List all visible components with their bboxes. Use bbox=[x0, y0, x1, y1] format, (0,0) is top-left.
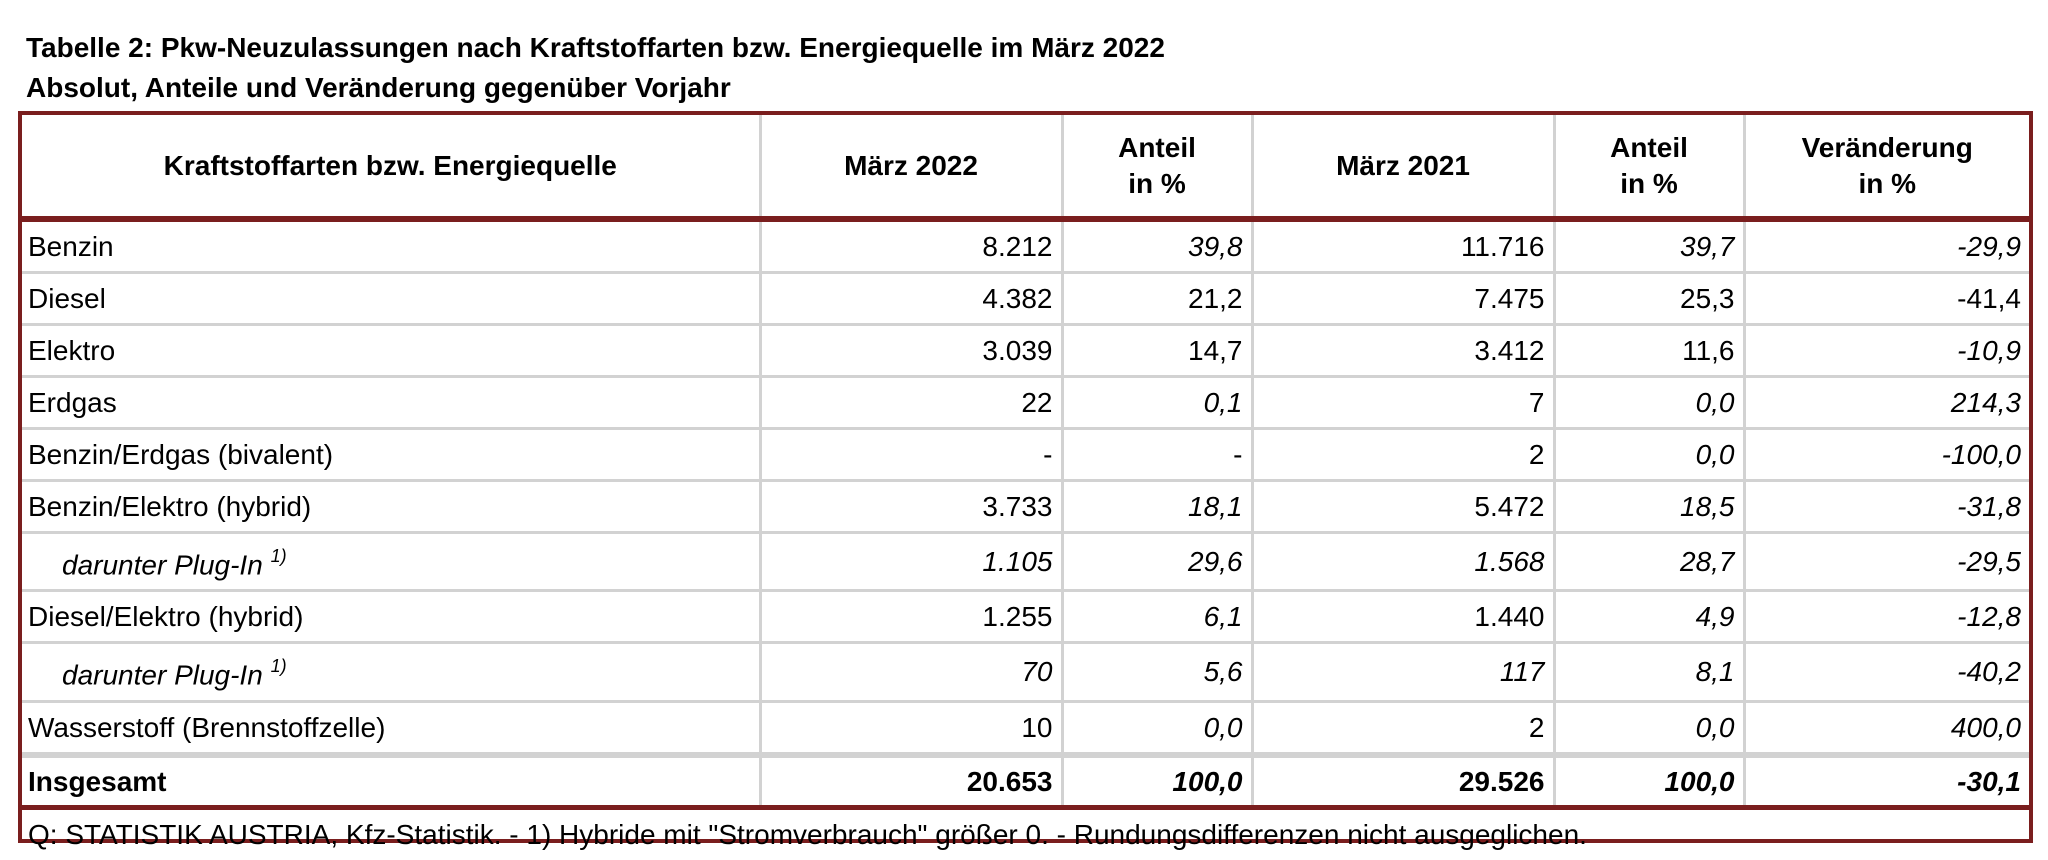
table-row: Benzin/Elektro (hybrid) 3.733 18,1 5.472… bbox=[22, 480, 2029, 534]
cell-share-2022: 0,0 bbox=[1062, 701, 1254, 758]
cell-share-2021: 11,6 bbox=[1554, 324, 1746, 378]
cell-share-2021: 18,5 bbox=[1554, 480, 1746, 534]
cell-share-2021: 8,1 bbox=[1554, 642, 1746, 703]
table-row: darunter Plug-In 1) 1.105 29,6 1.568 28,… bbox=[22, 532, 2029, 593]
table-row: Erdgas 22 0,1 7 0,0 214,3 bbox=[22, 376, 2029, 430]
cell-share-2022: 21,2 bbox=[1062, 272, 1254, 326]
row-label: Diesel bbox=[22, 272, 762, 326]
source-footnote: Q: STATISTIK AUSTRIA, Kfz-Statistik. - 1… bbox=[28, 818, 1587, 850]
header-row: Kraftstoffarten bzw. Energiequelle März … bbox=[22, 115, 2029, 222]
table-caption: Tabelle 2: Pkw-Neuzulassungen nach Kraft… bbox=[26, 28, 1165, 108]
header-change: Veränderung in % bbox=[1744, 115, 2029, 222]
total-march-2021: 29.526 bbox=[1252, 754, 1556, 810]
cell-march-2022: - bbox=[760, 428, 1064, 482]
header-fuel-type: Kraftstoffarten bzw. Energiequelle bbox=[22, 115, 762, 222]
cell-march-2021: 1.568 bbox=[1252, 532, 1556, 593]
footnote-marker: 1) bbox=[270, 656, 287, 677]
cell-change: -10,9 bbox=[1744, 324, 2029, 378]
cell-march-2021: 2 bbox=[1252, 701, 1556, 758]
table-row: Wasserstoff (Brennstoffzelle) 10 0,0 2 0… bbox=[22, 701, 2029, 758]
cell-march-2021: 117 bbox=[1252, 642, 1556, 703]
cell-share-2022: 14,7 bbox=[1062, 324, 1254, 378]
total-share-2021: 100,0 bbox=[1554, 754, 1746, 810]
cell-share-2022: 5,6 bbox=[1062, 642, 1254, 703]
cell-march-2021: 2 bbox=[1252, 428, 1556, 482]
header-march-2022: März 2022 bbox=[760, 115, 1064, 222]
total-march-2022: 20.653 bbox=[760, 754, 1064, 810]
cell-march-2022: 22 bbox=[760, 376, 1064, 430]
row-label: darunter Plug-In 1) bbox=[22, 642, 762, 703]
total-row: Insgesamt 20.653 100,0 29.526 100,0 -30,… bbox=[22, 754, 2029, 810]
cell-share-2021: 39,7 bbox=[1554, 219, 1746, 274]
cell-share-2021: 4,9 bbox=[1554, 590, 1746, 645]
cell-march-2021: 7 bbox=[1252, 376, 1556, 430]
table-subtitle: Absolut, Anteile und Veränderung gegenüb… bbox=[26, 72, 731, 103]
total-change: -30,1 bbox=[1744, 754, 2029, 810]
cell-change: -12,8 bbox=[1744, 590, 2029, 645]
footnote-marker: 1) bbox=[270, 546, 287, 566]
table-row: Benzin 8.212 39,8 11.716 39,7 -29,9 bbox=[22, 219, 2029, 274]
cell-march-2022: 3.733 bbox=[760, 480, 1064, 534]
table-row: Diesel/Elektro (hybrid) 1.255 6,1 1.440 … bbox=[22, 590, 2029, 645]
cell-change: 214,3 bbox=[1744, 376, 2029, 430]
row-label: Benzin bbox=[22, 219, 762, 274]
row-label: Wasserstoff (Brennstoffzelle) bbox=[22, 701, 762, 758]
cell-change: -29,5 bbox=[1744, 532, 2029, 593]
cell-share-2021: 28,7 bbox=[1554, 532, 1746, 593]
cell-march-2021: 3.412 bbox=[1252, 324, 1556, 378]
cell-march-2021: 1.440 bbox=[1252, 590, 1556, 645]
cell-change: -31,8 bbox=[1744, 480, 2029, 534]
header-march-2021: März 2021 bbox=[1252, 115, 1556, 222]
cell-share-2021: 0,0 bbox=[1554, 428, 1746, 482]
cell-share-2022: - bbox=[1062, 428, 1254, 482]
cell-change: -100,0 bbox=[1744, 428, 2029, 482]
table-frame: Kraftstoffarten bzw. Energiequelle März … bbox=[18, 111, 2033, 850]
table-row: darunter Plug-In 1) 70 5,6 117 8,1 -40,2 bbox=[22, 642, 2029, 703]
cell-change: -29,9 bbox=[1744, 219, 2029, 274]
cell-march-2022: 70 bbox=[760, 642, 1064, 703]
cell-share-2021: 0,0 bbox=[1554, 376, 1746, 430]
row-label: Benzin/Erdgas (bivalent) bbox=[22, 428, 762, 482]
cell-march-2022: 1.105 bbox=[760, 532, 1064, 593]
cell-march-2022: 4.382 bbox=[760, 272, 1064, 326]
total-label: Insgesamt bbox=[22, 754, 762, 810]
cell-change: -41,4 bbox=[1744, 272, 2029, 326]
cell-change: 400,0 bbox=[1744, 701, 2029, 758]
cell-share-2022: 39,8 bbox=[1062, 219, 1254, 274]
table-title: Tabelle 2: Pkw-Neuzulassungen nach Kraft… bbox=[26, 32, 1165, 63]
cell-march-2021: 11.716 bbox=[1252, 219, 1556, 274]
cell-share-2021: 25,3 bbox=[1554, 272, 1746, 326]
cell-change: -40,2 bbox=[1744, 642, 2029, 703]
row-label: Elektro bbox=[22, 324, 762, 378]
row-label: darunter Plug-In 1) bbox=[22, 532, 762, 593]
cell-share-2022: 0,1 bbox=[1062, 376, 1254, 430]
header-share-2021: Anteil in % bbox=[1554, 115, 1746, 222]
cell-march-2021: 5.472 bbox=[1252, 480, 1556, 534]
footnote-row: Q: STATISTIK AUSTRIA, Kfz-Statistik. - 1… bbox=[22, 807, 2029, 860]
cell-march-2021: 7.475 bbox=[1252, 272, 1556, 326]
cell-march-2022: 10 bbox=[760, 701, 1064, 758]
row-label: Benzin/Elektro (hybrid) bbox=[22, 480, 762, 534]
total-share-2022: 100,0 bbox=[1062, 754, 1254, 810]
table-row: Elektro 3.039 14,7 3.412 11,6 -10,9 bbox=[22, 324, 2029, 378]
table-row: Diesel 4.382 21,2 7.475 25,3 -41,4 bbox=[22, 272, 2029, 326]
registrations-table: Kraftstoffarten bzw. Energiequelle März … bbox=[22, 115, 2029, 860]
cell-share-2022: 29,6 bbox=[1062, 532, 1254, 593]
cell-share-2022: 6,1 bbox=[1062, 590, 1254, 645]
header-share-2022: Anteil in % bbox=[1062, 115, 1254, 222]
cell-march-2022: 3.039 bbox=[760, 324, 1064, 378]
row-label: Diesel/Elektro (hybrid) bbox=[22, 590, 762, 645]
table-row: Benzin/Erdgas (bivalent) - - 2 0,0 -100,… bbox=[22, 428, 2029, 482]
cell-march-2022: 8.212 bbox=[760, 219, 1064, 274]
row-label: Erdgas bbox=[22, 376, 762, 430]
cell-march-2022: 1.255 bbox=[760, 590, 1064, 645]
cell-share-2022: 18,1 bbox=[1062, 480, 1254, 534]
cell-share-2021: 0,0 bbox=[1554, 701, 1746, 758]
